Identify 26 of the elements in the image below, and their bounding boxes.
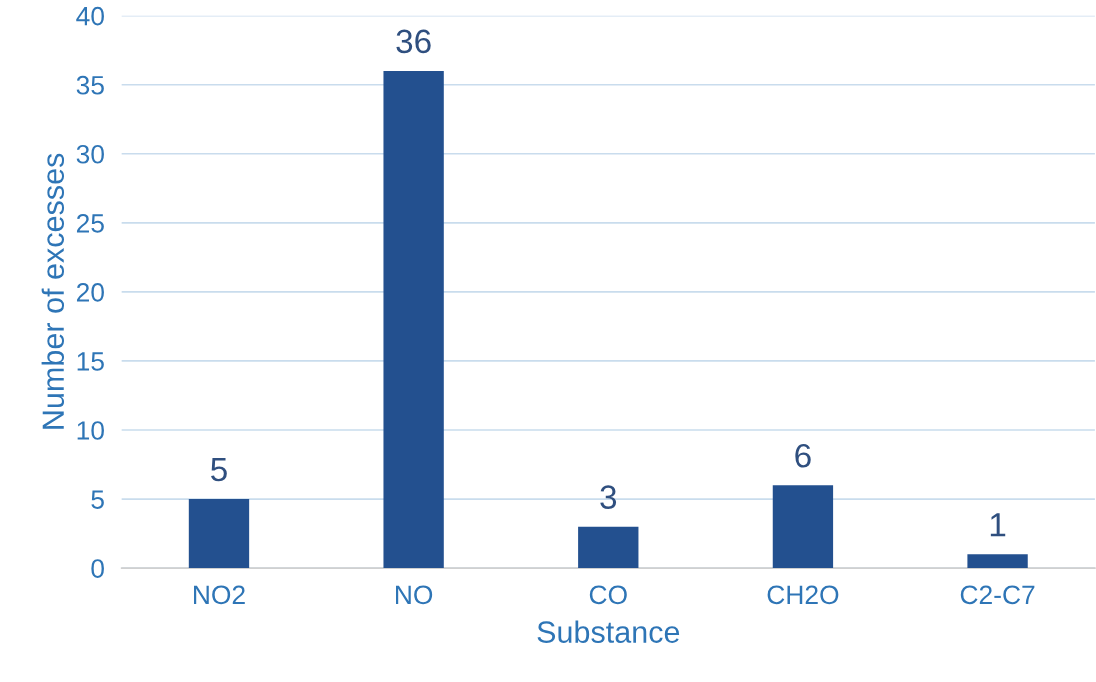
- data-label: 1: [990, 513, 1006, 537]
- data-label: 6: [795, 443, 811, 468]
- y-tick-label: 40: [76, 6, 104, 26]
- y-axis-title: Number of excesses: [41, 153, 65, 429]
- x-tick-label: C2-C7: [960, 585, 1035, 605]
- x-tick-label: CH2O: [767, 585, 839, 605]
- bar: [188, 499, 250, 569]
- data-label: 5: [211, 458, 227, 482]
- y-tick-label: 5: [91, 490, 104, 509]
- x-axis-title: Substance: [537, 620, 680, 643]
- bar: [967, 554, 1028, 569]
- x-tick-label: CO: [589, 585, 627, 605]
- y-tick-label: 25: [76, 213, 104, 233]
- y-tick-label: 20: [76, 283, 104, 302]
- x-tick-label: NO2: [194, 585, 245, 605]
- y-tick-label: 15: [77, 352, 104, 371]
- x-tick-label: NO: [396, 585, 433, 605]
- y-tick-label: 0: [91, 559, 104, 578]
- y-tick-label: 10: [77, 421, 104, 440]
- y-tick-label: 35: [76, 75, 104, 95]
- y-tick-label: 30: [76, 144, 104, 164]
- data-label: 3: [600, 485, 617, 509]
- bar: [578, 526, 639, 569]
- bar: [772, 485, 834, 569]
- bar: [383, 70, 444, 569]
- data-label: 36: [396, 29, 431, 54]
